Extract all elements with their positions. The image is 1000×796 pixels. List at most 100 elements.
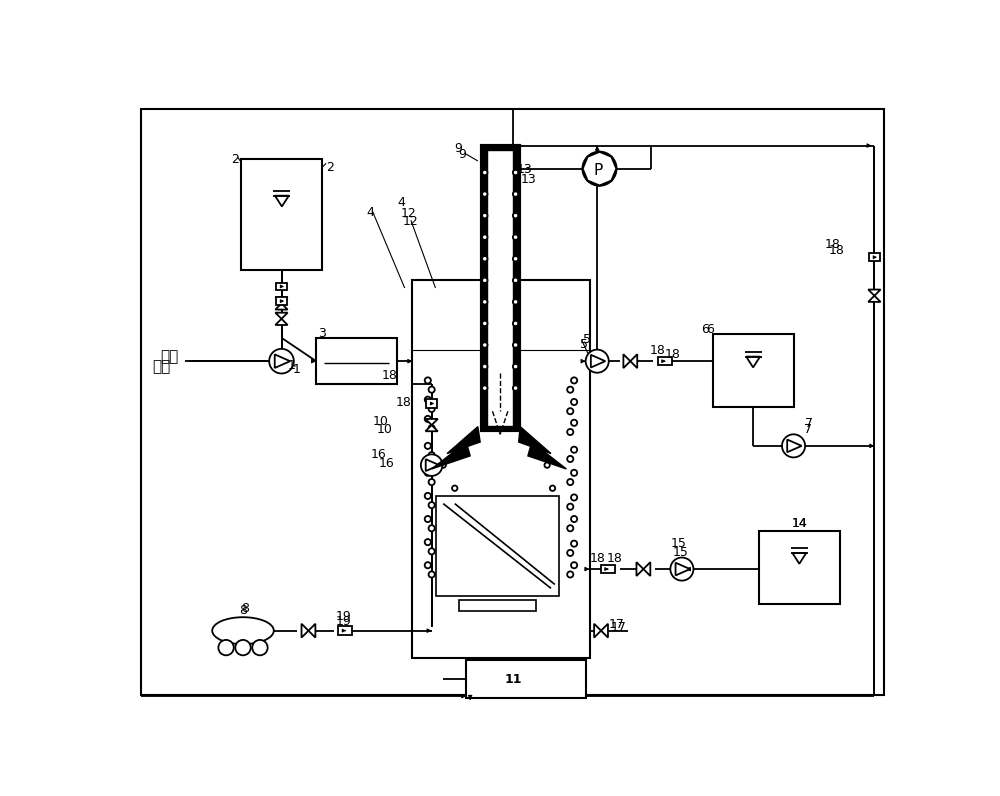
Circle shape bbox=[513, 235, 518, 240]
Text: 10: 10 bbox=[376, 423, 392, 435]
Text: 19: 19 bbox=[335, 615, 351, 628]
Circle shape bbox=[542, 561, 548, 567]
Circle shape bbox=[567, 550, 573, 556]
Polygon shape bbox=[583, 152, 616, 185]
Text: 12: 12 bbox=[401, 207, 417, 220]
Polygon shape bbox=[601, 624, 608, 638]
Text: 18: 18 bbox=[395, 396, 411, 409]
Circle shape bbox=[482, 321, 487, 326]
Text: 1: 1 bbox=[293, 364, 301, 377]
Bar bbox=[466, 660, 586, 698]
Polygon shape bbox=[425, 419, 438, 425]
Text: 污水: 污水 bbox=[160, 349, 178, 365]
Bar bbox=[869, 253, 880, 261]
Circle shape bbox=[571, 494, 577, 501]
Polygon shape bbox=[787, 439, 802, 452]
Circle shape bbox=[670, 557, 693, 580]
Text: 15: 15 bbox=[673, 546, 689, 559]
Circle shape bbox=[567, 525, 573, 532]
Circle shape bbox=[441, 462, 446, 468]
Polygon shape bbox=[275, 303, 288, 310]
Polygon shape bbox=[594, 624, 601, 638]
Circle shape bbox=[444, 509, 450, 514]
Text: 3: 3 bbox=[318, 326, 326, 340]
Circle shape bbox=[429, 452, 435, 458]
Circle shape bbox=[482, 385, 487, 391]
Ellipse shape bbox=[212, 617, 274, 644]
Circle shape bbox=[439, 555, 444, 560]
Circle shape bbox=[235, 640, 251, 655]
Circle shape bbox=[425, 470, 431, 476]
Bar bbox=[316, 338, 397, 384]
Polygon shape bbox=[591, 355, 605, 368]
Circle shape bbox=[583, 152, 616, 185]
Bar bbox=[601, 565, 615, 573]
Text: 15: 15 bbox=[671, 537, 687, 550]
Circle shape bbox=[429, 406, 435, 412]
Bar bbox=[713, 334, 794, 408]
Text: P: P bbox=[593, 163, 603, 178]
Text: 污水: 污水 bbox=[152, 360, 170, 375]
Polygon shape bbox=[519, 427, 551, 454]
Circle shape bbox=[425, 377, 431, 384]
Polygon shape bbox=[630, 354, 637, 368]
Circle shape bbox=[425, 516, 431, 522]
Polygon shape bbox=[275, 297, 288, 303]
Text: 18: 18 bbox=[824, 238, 840, 251]
Polygon shape bbox=[275, 319, 288, 325]
Bar bbox=[487, 150, 513, 426]
Circle shape bbox=[421, 455, 442, 476]
Circle shape bbox=[482, 299, 487, 305]
Text: 9: 9 bbox=[454, 142, 462, 154]
Bar bbox=[276, 297, 287, 305]
Circle shape bbox=[429, 425, 435, 431]
Circle shape bbox=[425, 539, 431, 545]
Text: 14: 14 bbox=[791, 517, 807, 530]
Circle shape bbox=[429, 502, 435, 508]
Text: 16: 16 bbox=[379, 458, 394, 470]
Circle shape bbox=[567, 504, 573, 509]
Polygon shape bbox=[426, 459, 439, 471]
Text: 4: 4 bbox=[397, 196, 405, 209]
Circle shape bbox=[513, 364, 518, 369]
Polygon shape bbox=[643, 562, 650, 576]
Text: 2: 2 bbox=[231, 154, 239, 166]
Circle shape bbox=[218, 640, 234, 655]
Polygon shape bbox=[447, 427, 480, 454]
Bar bbox=[426, 400, 437, 408]
Circle shape bbox=[571, 470, 577, 476]
Polygon shape bbox=[425, 425, 438, 431]
Circle shape bbox=[571, 419, 577, 426]
Bar bbox=[436, 496, 559, 596]
Polygon shape bbox=[868, 290, 881, 296]
Circle shape bbox=[513, 191, 518, 197]
Polygon shape bbox=[275, 313, 288, 319]
Circle shape bbox=[513, 278, 518, 283]
Circle shape bbox=[547, 538, 552, 544]
Text: 2: 2 bbox=[326, 161, 334, 174]
Text: 13: 13 bbox=[520, 173, 536, 185]
Circle shape bbox=[571, 516, 577, 522]
Text: 18: 18 bbox=[664, 348, 680, 361]
Circle shape bbox=[782, 435, 805, 458]
Text: 17: 17 bbox=[609, 618, 625, 630]
Bar bbox=[459, 600, 536, 611]
Polygon shape bbox=[308, 624, 315, 638]
Circle shape bbox=[482, 278, 487, 283]
Polygon shape bbox=[868, 296, 881, 302]
Circle shape bbox=[550, 486, 555, 491]
Circle shape bbox=[482, 191, 487, 197]
Text: 19: 19 bbox=[335, 610, 351, 623]
Circle shape bbox=[567, 572, 573, 578]
Circle shape bbox=[425, 443, 431, 449]
Bar bbox=[658, 357, 672, 365]
Polygon shape bbox=[792, 553, 806, 564]
Circle shape bbox=[429, 572, 435, 578]
Circle shape bbox=[571, 377, 577, 384]
Circle shape bbox=[429, 548, 435, 555]
Circle shape bbox=[448, 532, 454, 537]
Text: 16: 16 bbox=[371, 448, 387, 461]
Text: 10: 10 bbox=[372, 415, 388, 428]
Circle shape bbox=[513, 256, 518, 261]
Polygon shape bbox=[275, 196, 289, 206]
